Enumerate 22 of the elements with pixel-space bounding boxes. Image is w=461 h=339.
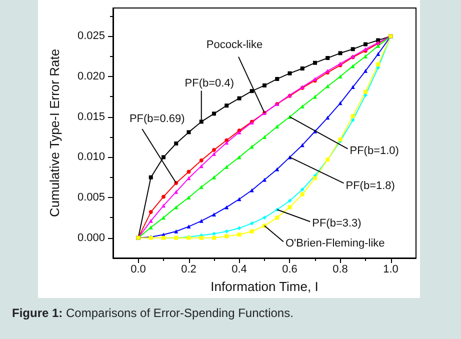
annotation: PF(b=3.3) xyxy=(312,218,362,230)
y-axis-title: Cumulative Type-I Error Rate xyxy=(47,48,62,218)
y-tick-label: 0.010 xyxy=(77,151,105,164)
annotation: PF(b=1.8) xyxy=(346,180,395,192)
y-tick-label: 0.000 xyxy=(77,232,105,244)
y-tick-label: 0.020 xyxy=(77,70,105,83)
x-axis-title: Information Time, I xyxy=(210,279,318,294)
x-tick-label: 0.8 xyxy=(332,264,348,276)
annotation: Pocock-like xyxy=(206,38,263,51)
x-tick-label: 1.0 xyxy=(383,264,398,276)
y-tick-label: 0.015 xyxy=(77,110,105,123)
annotation: PF(b=1.0) xyxy=(350,144,399,157)
annotation: PF(b=0.69) xyxy=(129,113,185,125)
x-tick-label: 0.2 xyxy=(181,264,196,276)
caption: Figure 1: Comparisons of Error-Spending Functions. xyxy=(12,306,294,320)
x-tick-label: 0.0 xyxy=(130,264,146,276)
y-tick-label: 0.005 xyxy=(77,192,105,204)
annotation: O'Brien-Fleming-like xyxy=(286,238,385,250)
x-tick-label: 0.4 xyxy=(232,264,247,276)
y-tick-label: 0.025 xyxy=(77,30,105,42)
x-tick-label: 0.6 xyxy=(282,264,298,276)
annotation: PF(b=0.4) xyxy=(184,78,234,90)
